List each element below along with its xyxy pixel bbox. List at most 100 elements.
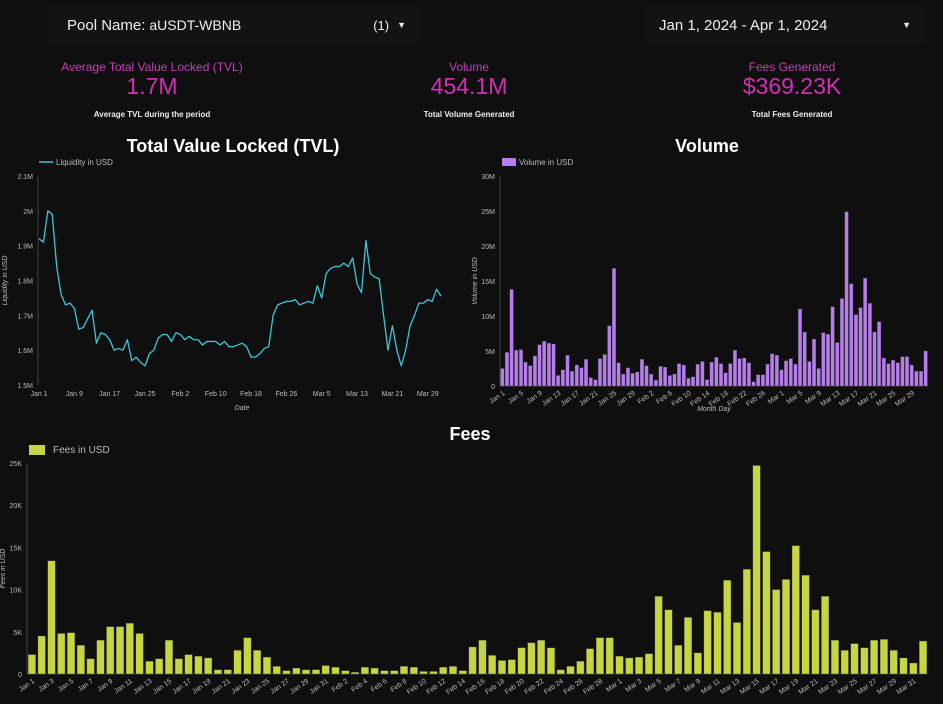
x-tick-label: Jan 19 [191,678,212,696]
legend-label: Fees in USD [53,445,110,456]
bar [812,338,816,387]
y-tick-label: 1.5M [17,383,33,390]
bar [919,640,927,675]
bar [458,670,467,675]
bar [566,666,575,675]
x-tick-label: Mar 19 [778,678,800,696]
bar [728,363,733,387]
bar [565,355,570,387]
bar [292,667,301,675]
x-tick-label: Feb 8 [390,678,409,694]
y-tick-label: 20M [481,244,495,251]
pool-filter-count: (1) [373,17,390,33]
bar [194,656,203,675]
bar [760,374,765,387]
bar [909,662,918,675]
bar [858,307,863,387]
bar [826,334,830,387]
bar [331,667,340,675]
y-tick-label: 20K [10,503,23,510]
bar [574,364,579,387]
x-tick-label: Jan 5 [507,390,525,406]
bar [816,368,821,387]
bar [863,278,868,387]
bar [733,622,741,675]
x-tick-label: Jan 31 [309,678,330,696]
x-tick-label: Jan 7 [77,678,95,694]
y-tick-label: 25M [481,209,495,216]
kpi-volume: Volume 454.1M Total Volume Generated [319,60,619,119]
y-tick-label: 15M [481,279,495,286]
kpi-value: 454.1M [430,73,508,99]
x-axis-title: Month Day [697,406,731,413]
bar [630,373,635,387]
bar [645,653,653,675]
x-tick-label: Jan 17 [99,391,120,398]
x-tick-label: Mar 7 [664,678,683,694]
bar [253,650,262,675]
bar [612,268,616,387]
bar [649,373,654,387]
x-tick-label: Jan 25 [135,391,156,398]
x-tick-label: Feb 28 [582,678,604,696]
x-tick-label: Mar 3 [625,678,644,694]
kpi-subtitle: Total Volume Generated [423,110,515,119]
x-tick-label: Jan 3 [38,678,56,694]
bar [174,658,183,675]
bar [321,665,330,675]
y-axis-title: Liquidity in USD [2,256,9,306]
bar [909,364,914,387]
bar [719,363,723,387]
bar [723,372,728,387]
x-tick-label: Feb 10 [671,390,693,408]
bar [263,656,271,675]
bar [681,364,686,387]
x-tick-label: Mar 21 [798,678,820,696]
bar [900,356,905,387]
x-tick-label: Mar 9 [683,678,702,694]
x-tick-label: Mar 13 [346,391,368,398]
bar [527,642,536,675]
bar [243,637,252,675]
bar [713,612,722,675]
x-tick-label: Feb 4 [350,678,369,694]
bar [47,560,56,675]
bar [556,669,565,675]
x-tick-label: Mar 29 [876,678,898,696]
x-tick-label: Jan 17 [560,390,581,408]
date-range-picker[interactable]: Jan 1, 2024 - Apr 1, 2024 ▼ [645,5,925,45]
bar [341,670,350,675]
bar [844,211,849,387]
kpi-subtitle: Average TVL during the period [93,110,211,119]
chevron-down-icon: ▼ [397,20,406,30]
y-tick-label: 15K [10,545,23,552]
bar [835,342,840,387]
bar [770,353,775,387]
x-tick-label: Feb 2 [637,390,656,406]
x-tick-label: Mar 15 [739,678,761,696]
bar [877,321,882,387]
bar [519,349,523,387]
bar [807,361,812,387]
bar [361,667,369,675]
x-tick-label: Jan 1 [18,678,36,694]
y-tick-label: 30M [481,174,495,181]
x-tick-label: Feb 2 [331,678,350,694]
bar [664,609,673,675]
x-tick-label: Mar 25 [837,678,859,696]
bar [779,369,784,387]
bar [488,655,497,675]
chevron-down-icon: ▼ [902,20,911,30]
legend-label: Volume in USD [519,158,573,167]
bar [106,626,115,675]
bar [831,640,839,675]
pool-name-filter[interactable]: Pool Name: aUSDT-WBNB (1) ▼ [47,5,420,45]
bar [830,306,835,387]
bar [923,350,928,387]
bar [625,657,634,675]
x-tick-label: Feb 18 [240,391,262,398]
x-tick-label: Jan 27 [269,678,290,696]
volume-chart-title: Volume [675,136,739,156]
x-tick-label: Jan 9 [96,678,114,694]
